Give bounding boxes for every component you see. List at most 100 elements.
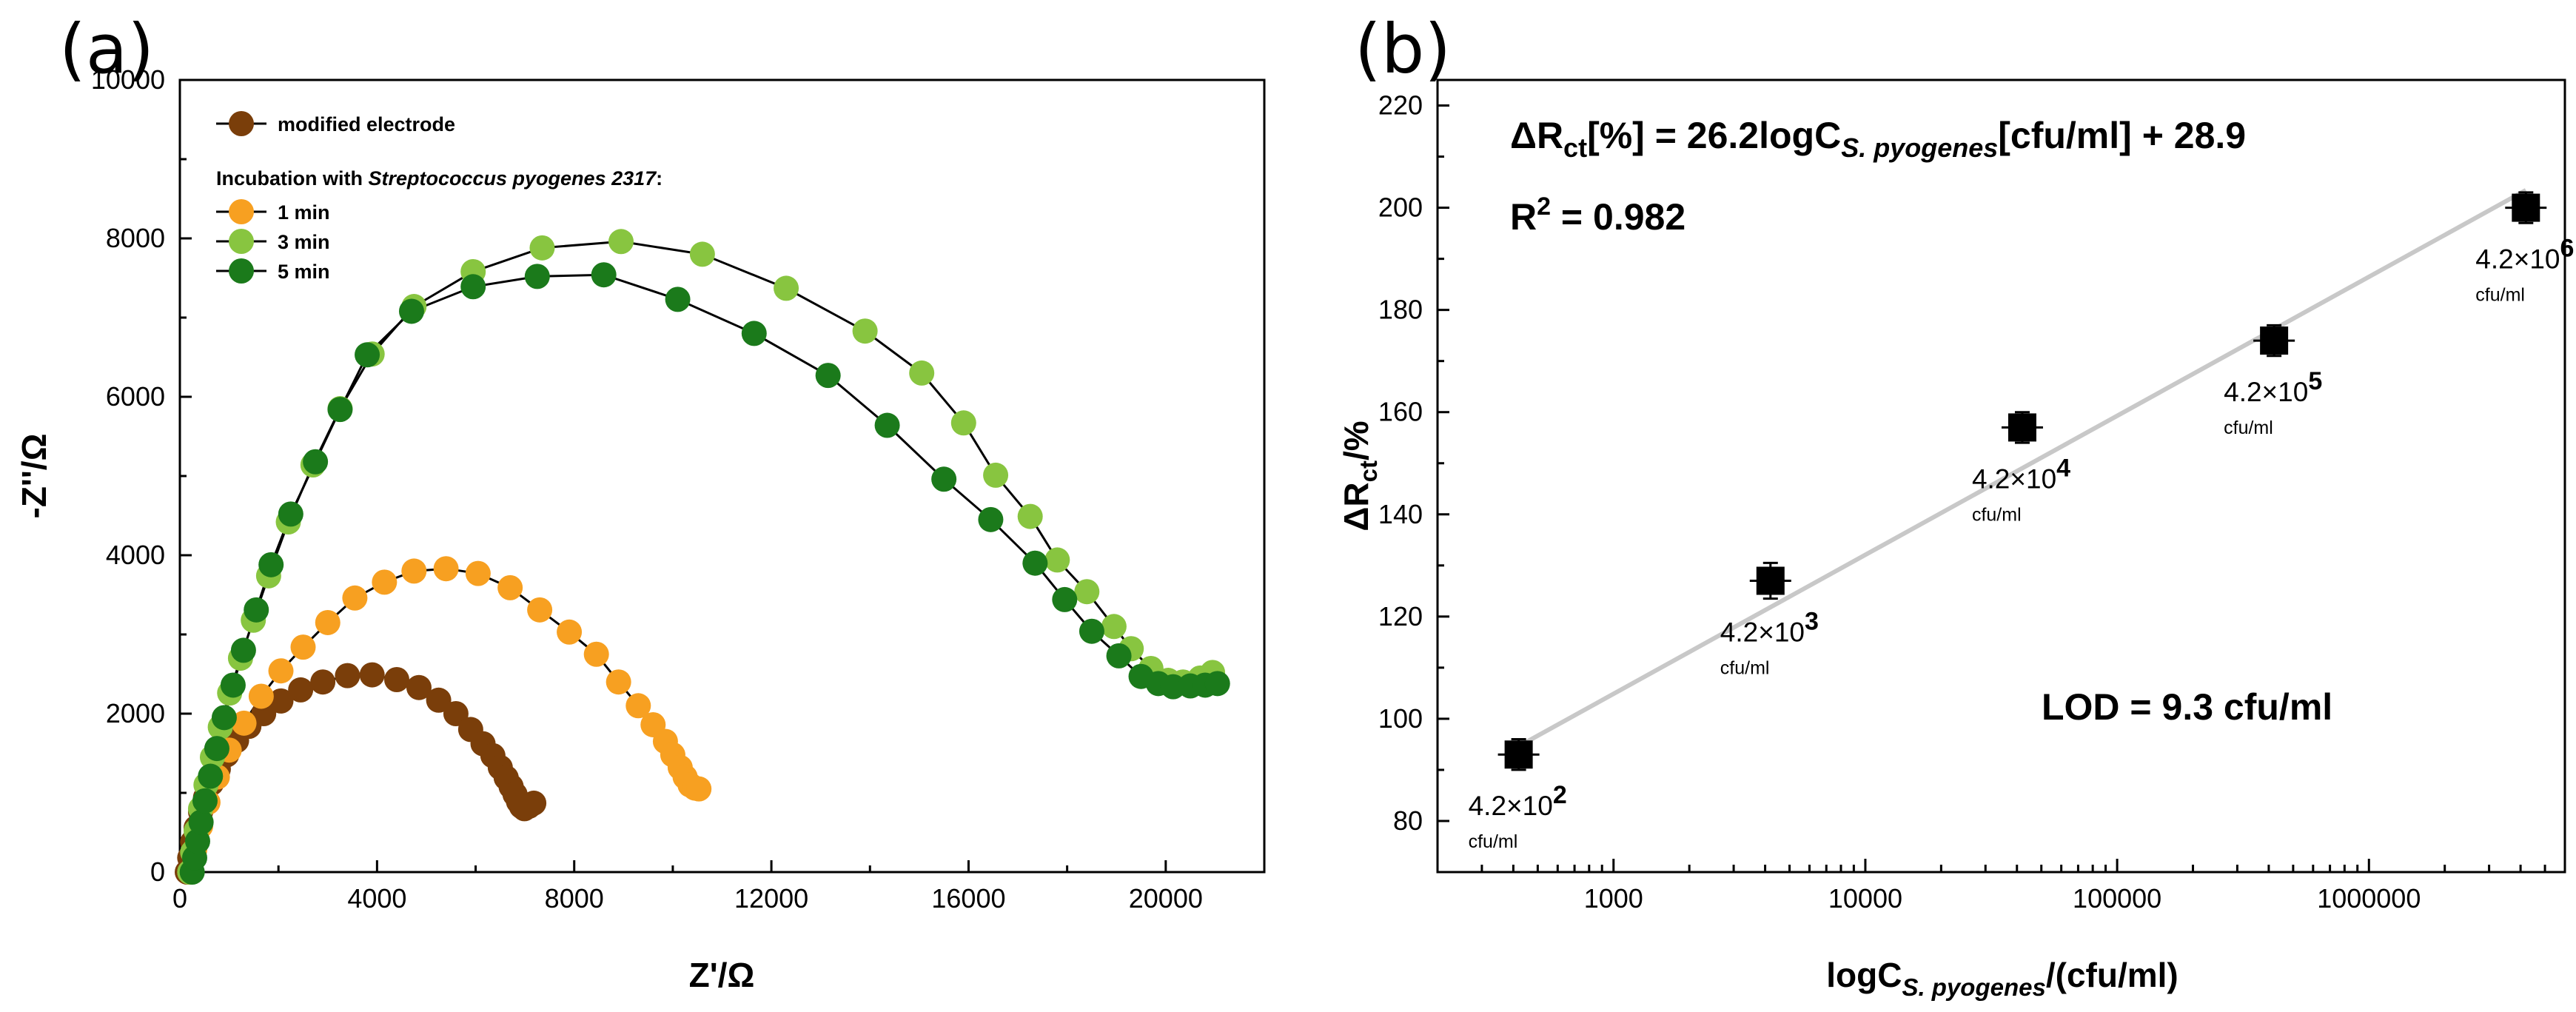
panel-b-r-squared: R2 = 0.982 <box>1510 192 1686 238</box>
panel-a-nyquist-plot: 0 4000 8000 12000 16000 20000 0 2000 4000 6000 800… <box>15 64 1266 994</box>
data-point-1-min <box>342 585 368 611</box>
panel-b-data-points: 4.2×102 cfu/ml 4.2×103 cfu/ml 4.2×104 cfu/ml 4… <box>1469 191 2574 852</box>
data-point-square <box>1756 566 1785 595</box>
data-point-1-min <box>231 710 257 736</box>
y-title-subscript: ct <box>1355 460 1382 482</box>
eq-subscript-ct: ct <box>1563 133 1587 163</box>
concentration-label: 4.2×104 <box>1972 454 2070 494</box>
x-tick-label: 0 <box>172 883 187 914</box>
data-point-3-min <box>950 410 976 436</box>
data-point-square <box>1504 740 1533 769</box>
concentration-unit: cfu/ml <box>1720 658 1770 679</box>
data-point-5-min <box>978 506 1004 532</box>
data-point-3-min <box>529 235 555 261</box>
data-point-5-min <box>184 828 210 854</box>
y-tick-label: 6000 <box>106 381 165 412</box>
x-tick-label: 4000 <box>347 883 406 914</box>
x-title-subscript: S. pyogenes <box>1902 974 2045 1001</box>
data-point-5-min <box>327 397 353 423</box>
legend-label-3-min: 3 min <box>278 231 330 253</box>
panel-label-b: (b) <box>1355 10 1451 89</box>
y-tick-label: 4000 <box>106 540 165 570</box>
eq-tail: [cfu/ml] + 28.9 <box>1998 115 2246 156</box>
legend-label-modified-electrode: modified electrode <box>278 113 455 135</box>
data-point-square <box>2260 326 2289 355</box>
eq-middle: [%] = 26.2logC <box>1587 115 1841 156</box>
y-tick-label: 140 <box>1378 499 1423 529</box>
data-point-modified-electrode <box>335 663 360 688</box>
data-point-5-min <box>665 286 691 312</box>
y-tick-label: 100 <box>1378 703 1423 734</box>
data-point-5-min <box>1106 643 1132 668</box>
panel-b-calibration-plot: 1000 10000 100000 1000000 80 100 120 140 160 180 2… <box>1337 78 2574 1001</box>
data-point-3-min <box>852 318 878 344</box>
concentration-label: 4.2×103 <box>1720 608 1819 648</box>
concentration-base: 4.2×10 <box>2224 377 2308 407</box>
data-point-1-min <box>372 569 398 595</box>
data-point-5-min <box>874 412 900 438</box>
x-title-unit: /(cfu/ml) <box>2046 956 2178 994</box>
y-tick-label: 0 <box>150 857 165 887</box>
x-tick-label: 10000 <box>1828 883 1902 914</box>
data-point-5-min <box>524 264 550 289</box>
concentration-label: 4.2×102 <box>1469 781 1567 821</box>
data-point-1-min <box>625 693 651 719</box>
r2-value: = 0.982 <box>1551 196 1686 238</box>
data-point-1-min <box>465 560 491 586</box>
data-point-5-min <box>1079 618 1104 644</box>
data-point-5-min <box>192 788 218 814</box>
legend-title-suffix: : <box>656 167 663 190</box>
data-point-modified-electrode <box>288 677 314 703</box>
concentration-base: 4.2×10 <box>1972 463 2056 494</box>
data-point-3-min <box>909 360 935 386</box>
y-title-main: ΔR <box>1337 482 1375 531</box>
panel-b-y-axis-title: ΔRct/% <box>1337 420 1382 531</box>
panel-a-data-points <box>174 229 1230 885</box>
panel-a-frame <box>178 78 1266 874</box>
data-point-5-min <box>230 637 256 663</box>
eq-subscript-species: S. pyogenes <box>1841 133 1998 163</box>
y-tick-label: 80 <box>1393 805 1423 836</box>
x-tick-label: 12000 <box>734 883 808 914</box>
data-point-5-min <box>931 466 957 492</box>
y-tick-label: 160 <box>1378 397 1423 427</box>
concentration-exponent: 5 <box>2308 367 2322 395</box>
concentration-exponent: 6 <box>2560 235 2575 263</box>
y-tick-label: 220 <box>1378 90 1423 121</box>
x-tick-label: 1000000 <box>2317 883 2421 914</box>
panel-label-a: (a) <box>59 10 154 89</box>
data-point-3-min <box>1044 547 1070 573</box>
legend-marker-5-min <box>229 258 254 284</box>
data-point-1-min <box>583 641 609 667</box>
data-point-1-min <box>606 669 631 695</box>
legend-title-prefix: Incubation with <box>216 167 368 190</box>
data-point-modified-electrode <box>406 674 432 700</box>
legend-label-5-min: 5 min <box>278 261 330 283</box>
data-point-modified-electrode <box>426 687 452 713</box>
data-point-3-min <box>1017 503 1043 529</box>
data-point-modified-electrode <box>268 688 294 714</box>
concentration-label: 4.2×106 <box>2475 235 2574 275</box>
y-tick-label: 8000 <box>106 223 165 253</box>
data-point-5-min <box>398 298 424 324</box>
concentration-unit: cfu/ml <box>1469 831 1518 852</box>
legend-marker-3-min <box>229 229 254 254</box>
data-point-3-min <box>1074 579 1100 605</box>
data-point-3-min <box>983 462 1009 488</box>
data-point-1-min <box>401 558 427 584</box>
y-tick-label: 2000 <box>106 698 165 728</box>
data-point-5-min <box>188 809 214 835</box>
y-title-unit: /% <box>1337 420 1375 460</box>
data-point-modified-electrode <box>443 701 469 726</box>
y-tick-label: 180 <box>1378 295 1423 325</box>
fit-line <box>1517 188 2527 748</box>
x-tick-label: 8000 <box>545 883 604 914</box>
concentration-unit: cfu/ml <box>2475 285 2525 306</box>
data-point-5-min <box>741 321 767 346</box>
data-point-1-min <box>268 658 294 684</box>
data-point-1-min <box>433 556 459 582</box>
data-point-1-min <box>290 634 316 660</box>
x-tick-label: 16000 <box>931 883 1005 914</box>
concentration-unit: cfu/ml <box>2224 418 2273 438</box>
